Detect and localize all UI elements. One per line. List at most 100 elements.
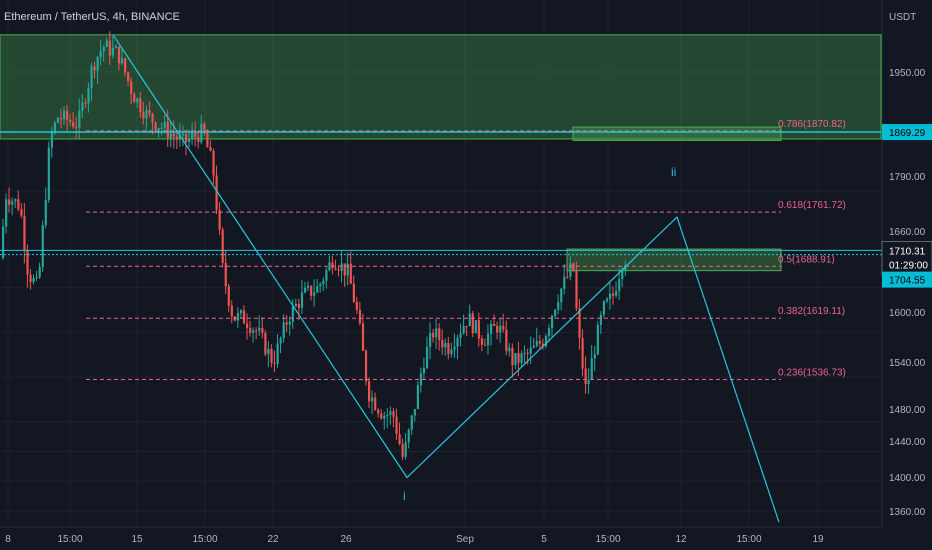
- candles: [2, 31, 627, 460]
- candle-body: [142, 112, 145, 119]
- candle-body: [563, 276, 566, 289]
- price-tag-bottom-line-bg: [882, 271, 932, 288]
- candle-body: [517, 352, 520, 363]
- candle-body: [200, 123, 203, 143]
- candle-body: [212, 150, 215, 176]
- candle-body: [602, 301, 606, 315]
- horizontal-lines[interactable]: [0, 131, 882, 256]
- time-label: 22: [267, 534, 279, 545]
- time-label: 26: [340, 534, 352, 545]
- candle-body: [5, 199, 8, 227]
- candle-body: [532, 345, 535, 348]
- candle-body: [352, 283, 355, 302]
- candle-body: [346, 263, 349, 276]
- candle-body: [425, 346, 429, 369]
- candle-body: [371, 397, 374, 402]
- candle-body: [566, 276, 569, 278]
- candle-body: [337, 269, 340, 271]
- candle-body: [310, 285, 313, 296]
- candle-body: [148, 109, 151, 114]
- candle-body: [441, 340, 444, 348]
- candle-body: [303, 287, 307, 293]
- time-label: 15: [131, 534, 143, 545]
- candle-body: [93, 66, 96, 71]
- fib-level-label: 0.236(1536.73): [778, 368, 846, 379]
- candle-body: [75, 126, 78, 128]
- candle-body: [587, 379, 590, 385]
- candle-body: [419, 373, 423, 386]
- candle-body: [114, 46, 118, 48]
- candle-body: [145, 109, 148, 119]
- candle-body: [398, 434, 401, 444]
- time-label: 15:00: [595, 534, 620, 545]
- candle-body: [444, 342, 447, 348]
- candle-body: [328, 262, 331, 271]
- candle-body: [90, 66, 93, 88]
- candle-body: [276, 343, 279, 364]
- candle-body: [102, 46, 105, 52]
- candle-body: [29, 274, 32, 283]
- fib-level-label: 0.786(1870.82): [778, 119, 846, 130]
- candle-body: [35, 276, 38, 279]
- candle-body: [349, 263, 352, 284]
- candle-body: [407, 429, 410, 443]
- candle-body: [429, 333, 432, 347]
- price-tick: 1480.00: [889, 405, 926, 416]
- price-tick: 1440.00: [889, 437, 926, 448]
- time-label: 5: [541, 534, 547, 545]
- candle-body: [523, 352, 526, 354]
- wave-path[interactable]: iii: [112, 34, 780, 523]
- candle-body: [166, 121, 169, 139]
- candle-body: [300, 292, 304, 308]
- candle-body: [81, 102, 84, 111]
- candle-body: [44, 199, 47, 226]
- supply-zone[interactable]: [566, 248, 782, 272]
- candle-body: [435, 328, 438, 338]
- candle-body: [368, 381, 371, 402]
- candle-body: [618, 279, 621, 292]
- candle-body: [282, 322, 285, 339]
- time-axis[interactable]: [0, 527, 932, 550]
- candle-body: [242, 310, 246, 324]
- fib-level-label: 0.5(1688.91): [778, 254, 835, 265]
- fibonacci-levels[interactable]: 0.786(1870.82) 0.618(1761.72) 0.5(1688.91)…: [86, 119, 846, 381]
- candle-body: [59, 117, 63, 120]
- candle-body: [72, 122, 75, 127]
- candle-body: [111, 47, 114, 56]
- candle-body: [468, 313, 471, 327]
- candle-body: [340, 263, 343, 271]
- candle-body: [355, 301, 358, 310]
- candle-body: [105, 40, 108, 47]
- candle-body: [383, 415, 386, 419]
- candle-body: [151, 113, 154, 123]
- candle-body: [209, 147, 212, 151]
- candle-body: [364, 350, 368, 382]
- candle-body: [307, 285, 310, 288]
- candle-body: [69, 120, 72, 123]
- candle-body: [230, 305, 233, 317]
- candle-body: [197, 136, 200, 143]
- candle-body: [20, 209, 23, 216]
- candle-body: [456, 337, 459, 347]
- candle-body: [544, 335, 548, 347]
- candle-body: [53, 122, 57, 133]
- time-label: 12: [675, 534, 687, 545]
- candle-body: [56, 117, 60, 123]
- supply-zone[interactable]: [572, 126, 782, 141]
- candle-body: [66, 110, 69, 121]
- fib-level-label: 0.382(1619.11): [778, 306, 845, 317]
- fib-level-label: 0.618(1761.72): [778, 200, 846, 211]
- candle-body: [526, 352, 529, 354]
- price-tick: 1360.00: [889, 507, 926, 518]
- candle-body: [325, 270, 328, 281]
- candle-body: [422, 368, 426, 374]
- candle-body: [361, 323, 365, 351]
- candle-body: [490, 323, 493, 334]
- candle-body: [258, 327, 261, 331]
- candle-body: [169, 133, 172, 139]
- price-tick: 1540.00: [889, 358, 926, 369]
- candle-body: [511, 347, 514, 366]
- wave-path-line[interactable]: [112, 34, 780, 523]
- candle-body: [551, 315, 554, 329]
